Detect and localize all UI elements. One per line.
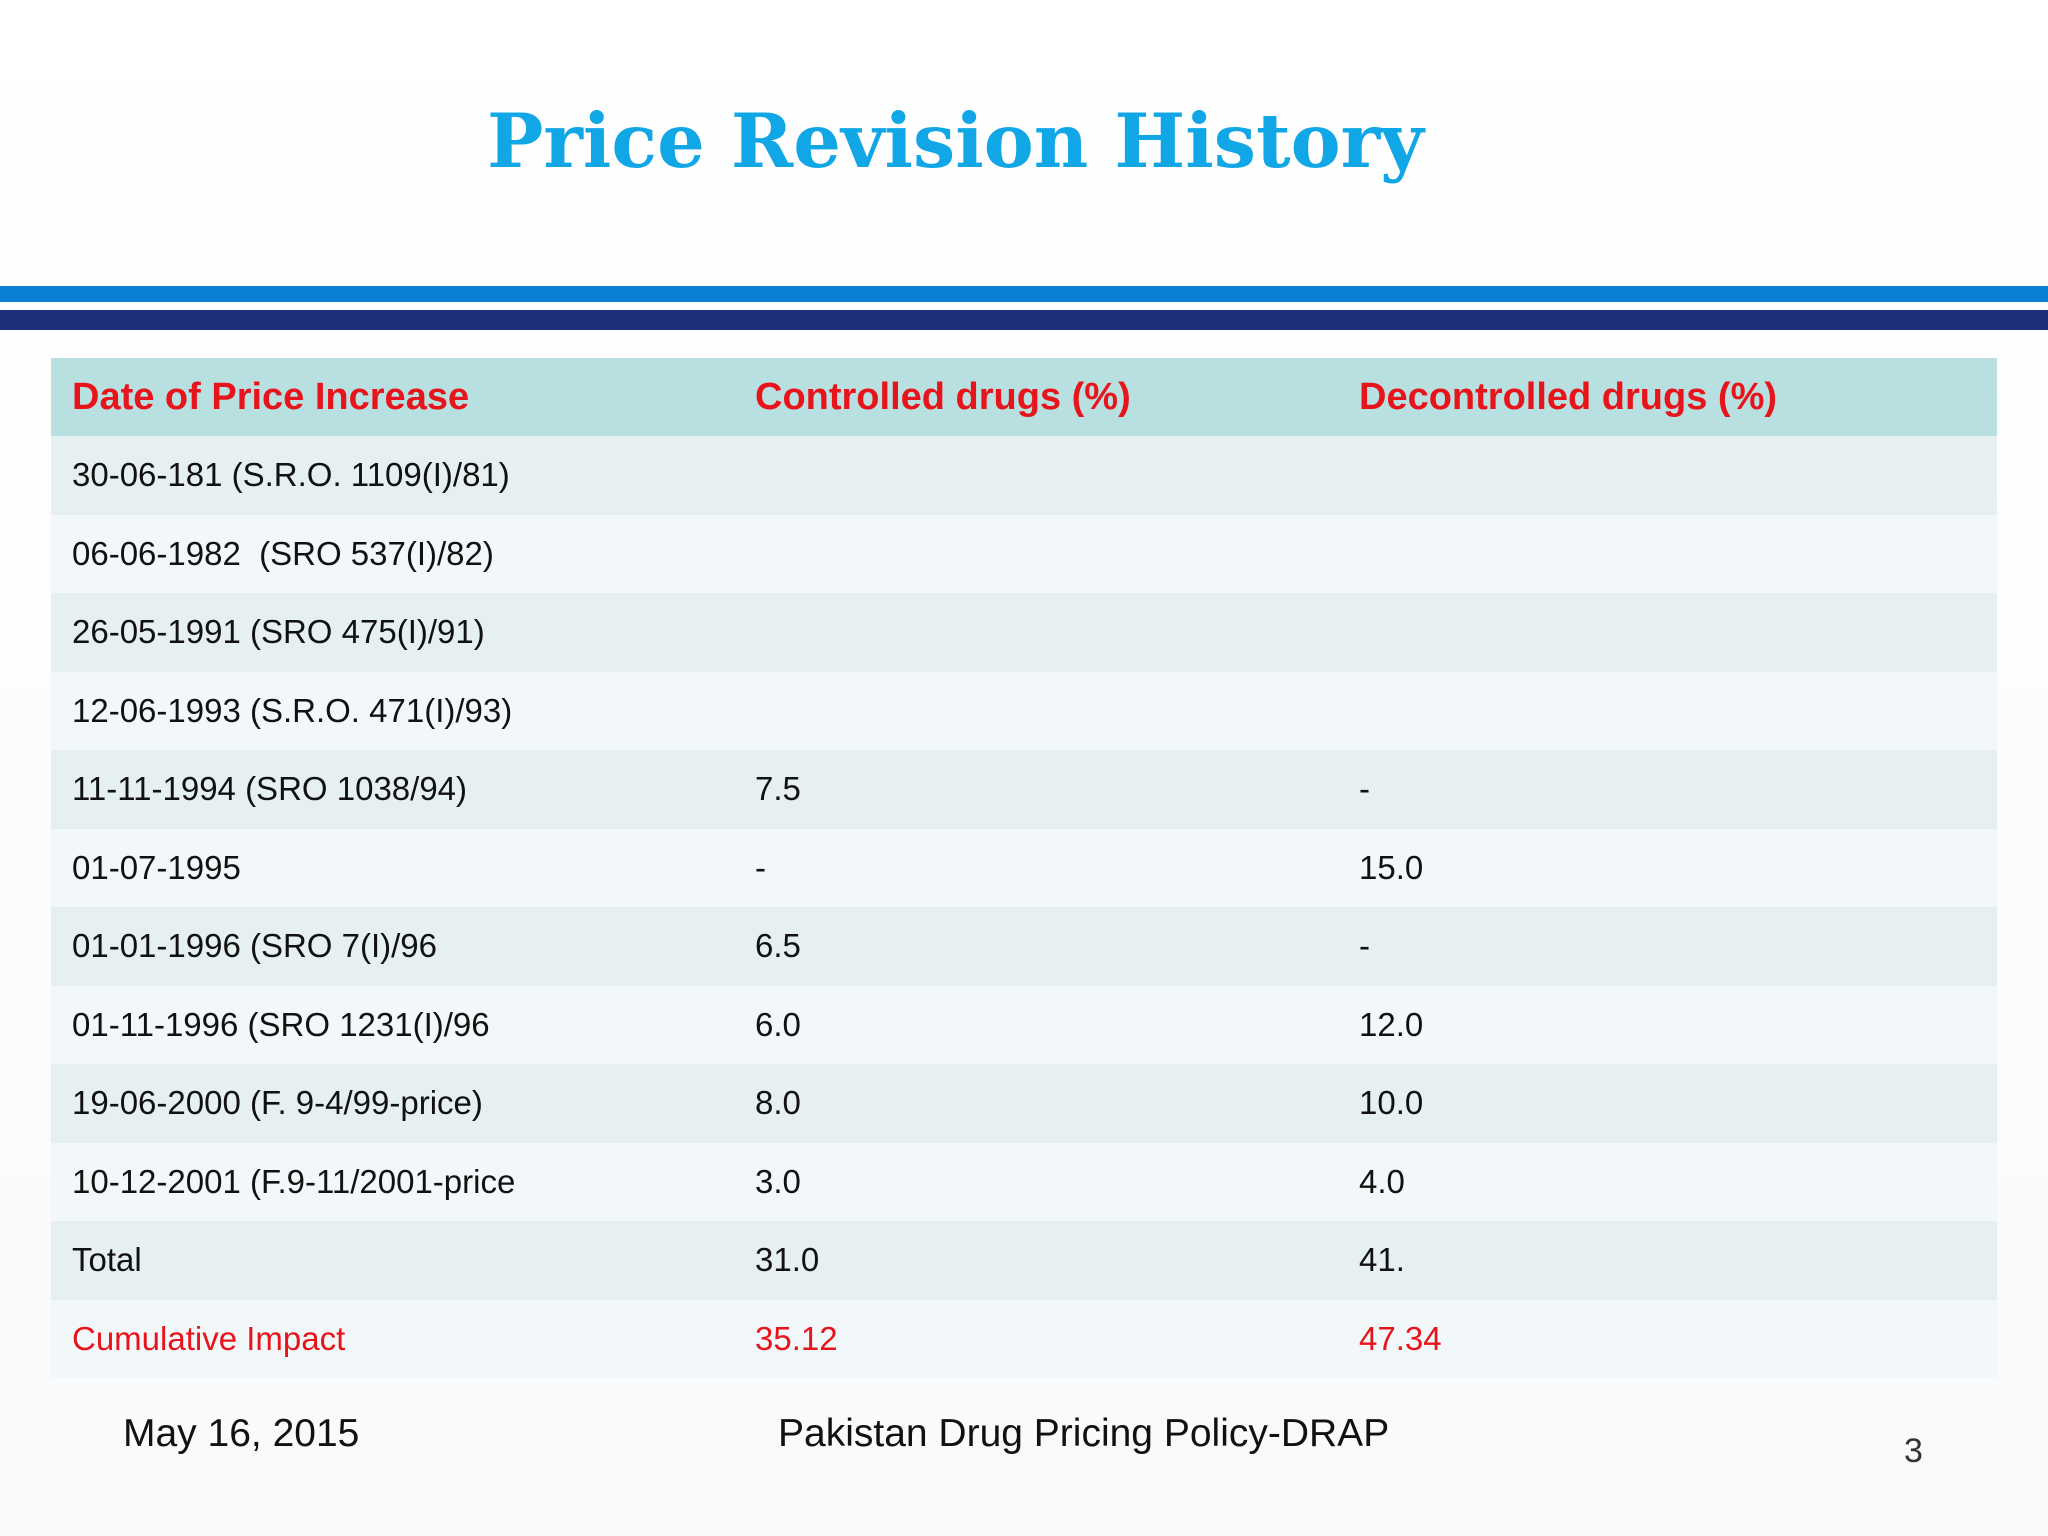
footer-date: May 16, 2015	[123, 1412, 360, 1455]
table-row: 01-01-1996 (SRO 7(I)/96 6.5 -	[51, 907, 1997, 986]
header-band-gap	[0, 302, 2048, 310]
table-row: 30-06-181 (S.R.O. 1109(I)/81)	[51, 436, 1997, 515]
date-cell: 01-07-1995	[72, 848, 241, 886]
table-header-row: Date of Price Increase Controlled drugs …	[51, 358, 1997, 436]
date-cell: 01-11-1996 (SRO 1231(I)/96	[72, 1005, 490, 1043]
controlled-cell: -	[755, 848, 766, 886]
cumulative-controlled: 35.12	[755, 1319, 838, 1357]
header-controlled-drugs: Controlled drugs (%)	[755, 375, 1131, 418]
controlled-cell: 3.0	[755, 1162, 801, 1200]
total-controlled: 31.0	[755, 1241, 820, 1279]
price-revision-table: Date of Price Increase Controlled drugs …	[51, 358, 1997, 1378]
date-cell: 12-06-1993 (S.R.O. 471(I)/93)	[72, 691, 513, 729]
table-row: 26-05-1991 (SRO 475(I)/91)	[51, 593, 1997, 672]
header-date-of-price-increase: Date of Price Increase	[72, 375, 470, 418]
decontrolled-cell: 15.0	[1359, 848, 1424, 886]
date-cell: 06-06-1982 (SRO 537(I)/82)	[72, 534, 494, 572]
controlled-cell: 6.0	[755, 1005, 801, 1043]
cumulative-impact-row: Cumulative Impact 35.12 47.34	[51, 1299, 1997, 1378]
table-row: 01-11-1996 (SRO 1231(I)/96 6.0 12.0	[51, 985, 1997, 1064]
table-row: 01-07-1995 - 15.0	[51, 828, 1997, 907]
table-row: 11-11-1994 (SRO 1038/94) 7.5 -	[51, 750, 1997, 829]
header-band-light	[0, 286, 2048, 302]
header-band-dark	[0, 310, 2048, 330]
total-row: Total 31.0 41.	[51, 1221, 1997, 1300]
cumulative-decontrolled: 47.34	[1359, 1319, 1442, 1357]
controlled-cell: 7.5	[755, 770, 801, 808]
decontrolled-cell: 12.0	[1359, 1005, 1424, 1043]
total-label: Total	[72, 1241, 142, 1279]
date-cell: 26-05-1991 (SRO 475(I)/91)	[72, 613, 485, 651]
date-cell: 01-01-1996 (SRO 7(I)/96	[72, 927, 438, 965]
cumulative-impact-label: Cumulative Impact	[72, 1319, 346, 1357]
decontrolled-cell: -	[1359, 770, 1370, 808]
controlled-cell: 6.5	[755, 927, 801, 965]
decontrolled-cell: 10.0	[1359, 1084, 1424, 1122]
date-cell: 10-12-2001 (F.9-11/2001-price	[72, 1162, 516, 1200]
date-cell: 30-06-181 (S.R.O. 1109(I)/81)	[72, 456, 510, 494]
page-number: 3	[1904, 1432, 1923, 1470]
controlled-cell: 8.0	[755, 1084, 801, 1122]
total-decontrolled: 41.	[1359, 1241, 1405, 1279]
footer-title: Pakistan Drug Pricing Policy-DRAP	[778, 1412, 1390, 1455]
table-row: 12-06-1993 (S.R.O. 471(I)/93)	[51, 671, 1997, 750]
decontrolled-cell: 4.0	[1359, 1162, 1405, 1200]
table-row: 06-06-1982 (SRO 537(I)/82)	[51, 514, 1997, 593]
table-row: 10-12-2001 (F.9-11/2001-price 3.0 4.0	[51, 1142, 1997, 1221]
decontrolled-cell: -	[1359, 927, 1370, 965]
table-row: 19-06-2000 (F. 9-4/99-price) 8.0 10.0	[51, 1064, 1997, 1143]
header-decontrolled-drugs: Decontrolled drugs (%)	[1359, 375, 1778, 418]
slide-title: Price Revision History	[487, 97, 1424, 185]
date-cell: 11-11-1994 (SRO 1038/94)	[72, 770, 468, 808]
date-cell: 19-06-2000 (F. 9-4/99-price)	[72, 1084, 483, 1122]
